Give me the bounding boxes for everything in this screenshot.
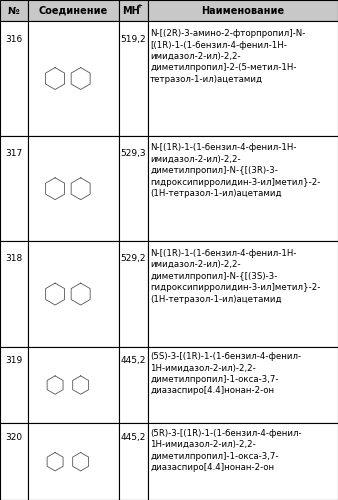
Text: N-[(1R)-1-(1-бензил-4-фенил-1Н-
имидазол-2-ил)-2,2-
диметилпропил]-N-{[(3R)-3-
г: N-[(1R)-1-(1-бензил-4-фенил-1Н- имидазол… [150,144,320,198]
Bar [148,21,338,136]
Bar [28,21,119,136]
Text: 318: 318 [5,254,23,263]
Text: 317: 317 [5,148,23,158]
Text: Соединение: Соединение [39,6,108,16]
Bar [0,136,28,242]
Bar [119,0,148,21]
Text: 320: 320 [5,432,22,442]
Bar [0,346,28,424]
Text: 316: 316 [5,35,23,44]
Bar [148,136,338,242]
Text: 519,2: 519,2 [121,35,146,44]
Bar [119,136,148,242]
Bar [28,424,119,500]
Bar [119,346,148,424]
Bar [0,424,28,500]
Bar [28,242,119,346]
Bar [0,0,28,21]
Bar [119,242,148,346]
Bar [148,346,338,424]
Bar [0,21,28,136]
Bar [119,424,148,500]
Text: (5S)-3-[(1R)-1-(1-бензил-4-фенил-
1Н-имидазол-2-ил)-2,2-
диметилпропил]-1-окса-3: (5S)-3-[(1R)-1-(1-бензил-4-фенил- 1Н-ими… [150,352,301,396]
Text: №: № [8,6,20,16]
Text: 445,2: 445,2 [121,356,146,365]
Text: Наименование: Наименование [201,6,284,16]
Bar [0,242,28,346]
Bar [119,21,148,136]
Text: (5R)-3-[(1R)-1-(1-бензил-4-фенил-
1Н-имидазол-2-ил)-2,2-
диметилпропил]-1-окса-3: (5R)-3-[(1R)-1-(1-бензил-4-фенил- 1Н-ими… [150,428,302,472]
Text: +: + [136,4,142,10]
Text: N-[(1R)-1-(1-бензил-4-фенил-1Н-
имидазол-2-ил)-2,2-
диметилпропил]-N-{[(3S)-3-
г: N-[(1R)-1-(1-бензил-4-фенил-1Н- имидазол… [150,249,320,304]
Text: MH: MH [122,6,140,16]
Bar [28,136,119,242]
Text: 529,3: 529,3 [121,148,146,158]
Bar [28,346,119,424]
Text: 529,2: 529,2 [121,254,146,263]
Text: N-[(2R)-3-амино-2-фторпропил]-N-
[(1R)-1-(1-бензил-4-фенил-1Н-
имидазол-2-ил)-2,: N-[(2R)-3-амино-2-фторпропил]-N- [(1R)-1… [150,29,306,84]
Bar [148,242,338,346]
Bar [148,424,338,500]
Bar [28,0,119,21]
Bar [148,0,338,21]
Text: 445,2: 445,2 [121,432,146,442]
Text: 319: 319 [5,356,23,365]
